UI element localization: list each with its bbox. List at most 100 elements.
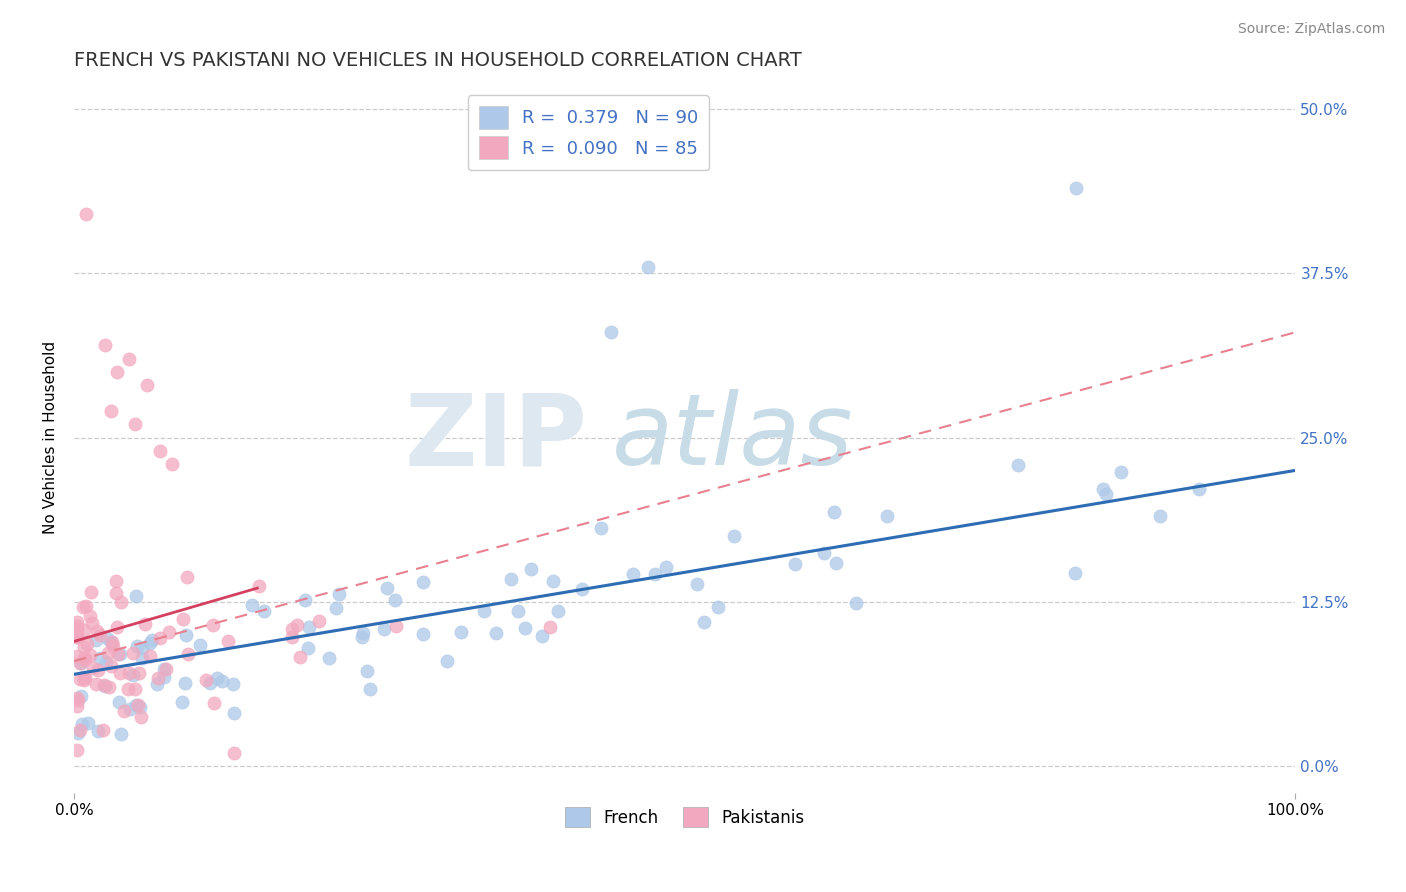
Point — [499, 572, 522, 586]
Point — [600, 325, 623, 339]
Point — [571, 582, 593, 597]
Point — [80, 615, 103, 630]
Point — [436, 655, 458, 669]
Point — [325, 601, 347, 615]
Point — [103, 639, 125, 653]
Point — [89, 628, 111, 642]
Point — [93, 679, 115, 693]
Point — [129, 710, 152, 724]
Point — [108, 666, 131, 681]
Point — [105, 365, 128, 379]
Point — [308, 614, 330, 628]
Point — [644, 567, 666, 582]
Point — [813, 546, 835, 560]
Point — [202, 696, 225, 710]
Point — [1149, 509, 1171, 524]
Point — [124, 681, 146, 696]
Point — [125, 590, 148, 604]
Point — [112, 704, 135, 718]
Point — [201, 618, 224, 632]
Point — [1188, 482, 1211, 496]
Point — [100, 635, 122, 649]
Point — [352, 630, 374, 644]
Point — [125, 698, 148, 713]
Point — [100, 634, 122, 648]
Point — [845, 596, 868, 610]
Point — [65, 630, 87, 644]
Point — [785, 557, 807, 571]
Point — [66, 693, 89, 707]
Point — [75, 599, 97, 614]
Point — [172, 695, 194, 709]
Point — [104, 574, 127, 588]
Point — [77, 716, 100, 731]
Point — [69, 656, 91, 670]
Point — [138, 635, 160, 649]
Point — [128, 665, 150, 680]
Point — [76, 637, 98, 651]
Point — [84, 677, 107, 691]
Point — [152, 662, 174, 676]
Text: ZIP: ZIP — [404, 389, 588, 486]
Point — [825, 556, 848, 570]
Point — [1095, 487, 1118, 501]
Point — [177, 647, 200, 661]
Point — [107, 647, 129, 661]
Point — [281, 622, 304, 636]
Point — [91, 723, 114, 737]
Point — [131, 640, 153, 655]
Point — [377, 581, 399, 595]
Point — [100, 659, 122, 673]
Point — [79, 609, 101, 624]
Point — [108, 647, 131, 661]
Point — [141, 632, 163, 647]
Point — [110, 727, 132, 741]
Point — [110, 594, 132, 608]
Point — [94, 655, 117, 669]
Point — [70, 690, 93, 704]
Point — [373, 622, 395, 636]
Point — [66, 725, 89, 739]
Point — [89, 651, 111, 665]
Point — [823, 505, 845, 519]
Point — [217, 633, 239, 648]
Point — [253, 604, 276, 618]
Point — [73, 671, 96, 685]
Point — [538, 620, 561, 634]
Point — [66, 615, 89, 630]
Point — [82, 661, 104, 675]
Point — [69, 723, 91, 737]
Point — [146, 671, 169, 685]
Y-axis label: No Vehicles in Household: No Vehicles in Household — [44, 341, 58, 534]
Point — [297, 641, 319, 656]
Point — [384, 592, 406, 607]
Point — [65, 629, 87, 643]
Point — [73, 651, 96, 665]
Point — [73, 640, 96, 655]
Point — [198, 676, 221, 690]
Point — [87, 663, 110, 677]
Point — [281, 630, 304, 644]
Point — [139, 648, 162, 663]
Point — [69, 657, 91, 671]
Point — [412, 575, 434, 590]
Point — [72, 599, 94, 614]
Point — [1064, 180, 1087, 194]
Point — [1111, 465, 1133, 479]
Point — [637, 260, 659, 274]
Point — [485, 626, 508, 640]
Point — [153, 670, 176, 684]
Point — [1007, 458, 1029, 473]
Point — [472, 604, 495, 618]
Point — [146, 677, 169, 691]
Point — [122, 667, 145, 681]
Point — [66, 630, 89, 644]
Point — [294, 593, 316, 607]
Point — [723, 529, 745, 543]
Point — [155, 662, 177, 676]
Point — [66, 619, 89, 633]
Point — [541, 574, 564, 588]
Point — [79, 648, 101, 662]
Point — [97, 646, 120, 660]
Point — [513, 621, 536, 635]
